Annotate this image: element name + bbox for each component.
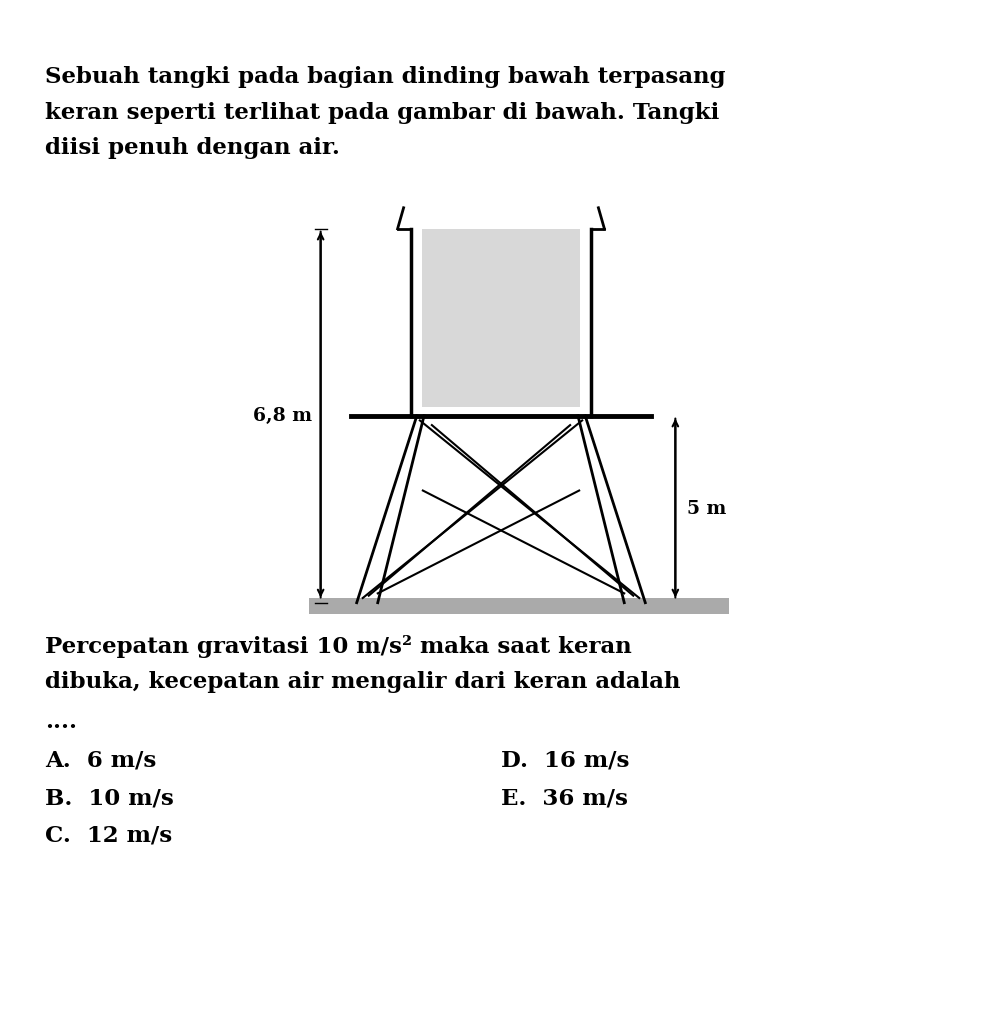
Text: A.  6 m/s: A. 6 m/s	[45, 750, 156, 772]
Text: ....: ....	[45, 711, 77, 734]
Text: keran seperti terlihat pada gambar di bawah. Tangki: keran seperti terlihat pada gambar di ba…	[45, 102, 719, 124]
Text: E.  36 m/s: E. 36 m/s	[501, 787, 628, 810]
Text: C.  12 m/s: C. 12 m/s	[45, 825, 172, 847]
Text: Sebuah tangki pada bagian dinding bawah terpasang: Sebuah tangki pada bagian dinding bawah …	[45, 66, 725, 88]
Text: Percepatan gravitasi 10 m/s² maka saat keran: Percepatan gravitasi 10 m/s² maka saat k…	[45, 635, 632, 658]
Text: 5 m: 5 m	[687, 500, 726, 518]
Text: B.  10 m/s: B. 10 m/s	[45, 787, 174, 810]
Text: D.  16 m/s: D. 16 m/s	[501, 750, 629, 772]
Text: dibuka, kecepatan air mengalir dari keran adalah: dibuka, kecepatan air mengalir dari kera…	[45, 671, 680, 693]
Bar	[422, 229, 580, 407]
Text: diisi penuh dengan air.: diisi penuh dengan air.	[45, 137, 340, 160]
Bar	[309, 598, 729, 615]
Text: 6,8 m: 6,8 m	[253, 406, 312, 425]
